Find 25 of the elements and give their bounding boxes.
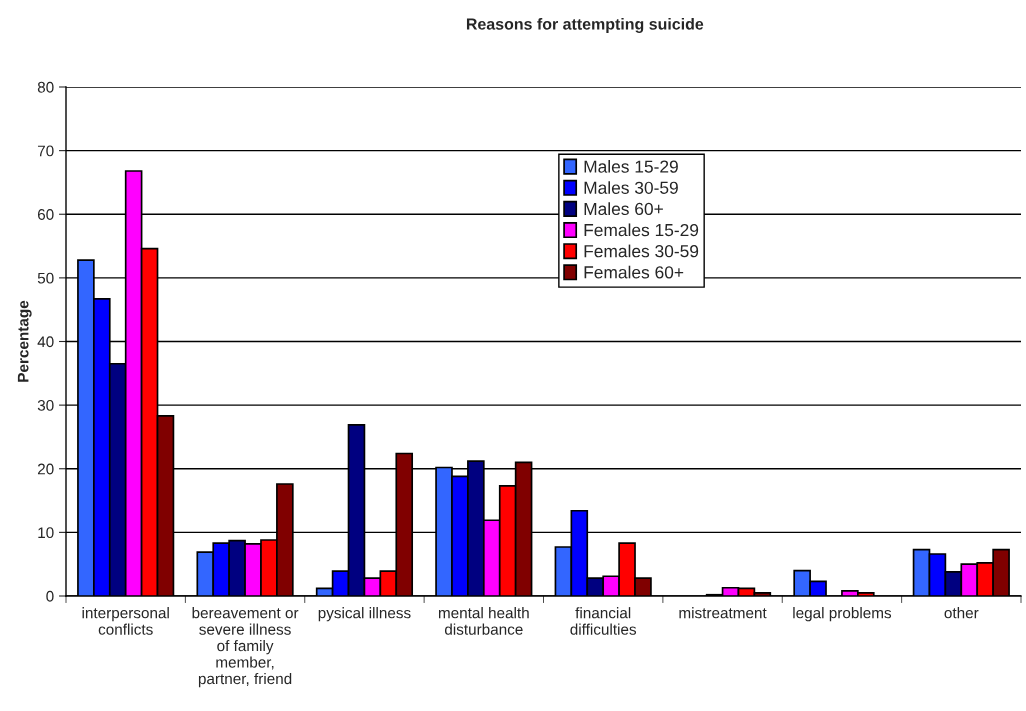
legend-label: Females 30-59 — [584, 244, 699, 258]
legend-label: Females 60+ — [584, 265, 684, 279]
y-tick-label: 10 — [38, 527, 54, 539]
y-tick-label: 30 — [37, 399, 54, 411]
legend-label: Males 15-29 — [584, 160, 678, 173]
chart-title: Reasons for attempting suicide — [466, 18, 704, 33]
x-tick-label: bereavement or severe illness of family member, partner, friend — [192, 607, 299, 688]
x-tick-label: financial difficulties — [570, 607, 637, 635]
y-tick-label: 70 — [37, 145, 54, 157]
y-tick-label: 0 — [46, 590, 54, 602]
y-tick-label: 40 — [37, 336, 54, 348]
y-tick-label: 50 — [37, 272, 54, 284]
x-tick-label: legal problems — [793, 607, 892, 622]
x-tick-label: pysical illness — [318, 607, 411, 622]
y-tick-label: 20 — [37, 463, 54, 475]
y-tick-label: 80 — [37, 81, 54, 93]
x-tick-label: mistreatment — [679, 607, 767, 619]
x-tick-label: mental health disturbance — [438, 607, 529, 635]
y-tick-label: 60 — [37, 209, 54, 220]
legend-label: Males 60+ — [584, 202, 663, 216]
legend-label: Females 15-29 — [584, 223, 699, 237]
x-tick-label: interpersonal conflicts — [82, 607, 169, 635]
y-axis-title: Percentage — [17, 300, 32, 382]
legend-label: Males 30-59 — [584, 181, 678, 194]
x-tick-label: other — [944, 607, 979, 619]
